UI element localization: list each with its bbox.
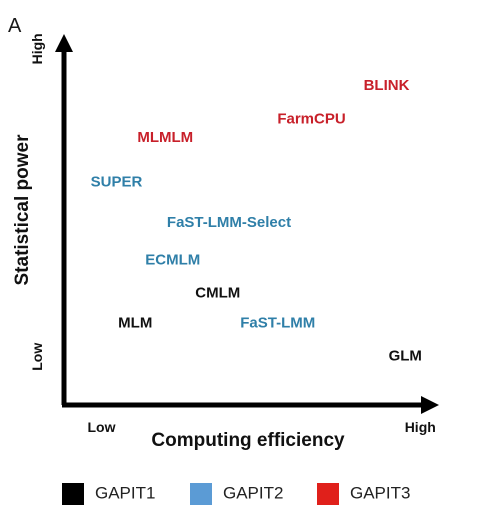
point-label-fast-lmm-select: FaST-LMM-Select	[167, 214, 291, 231]
legend: GAPIT1 GAPIT2 GAPIT3	[62, 483, 410, 505]
point-label-fast-lmm: FaST-LMM	[240, 314, 315, 331]
point-label-mlmlm: MLMLM	[137, 129, 193, 146]
point-label-blink: BLINK	[364, 77, 410, 94]
legend-label-gapit2: GAPIT2	[223, 483, 283, 502]
x-tick-label-low: Low	[88, 419, 116, 435]
legend-swatch-gapit3	[317, 483, 339, 505]
x-tick-label-high: High	[405, 419, 436, 435]
legend-swatch-gapit2	[190, 483, 212, 505]
y-tick-label-high: High	[29, 33, 45, 64]
legend-swatch-gapit1	[62, 483, 84, 505]
y-axis-title: Statistical power	[12, 134, 33, 286]
y-axis-arrowhead	[55, 34, 73, 52]
point-label-farmcpu: FarmCPU	[277, 110, 345, 127]
point-label-cmlm: CMLM	[195, 285, 240, 302]
legend-label-gapit1: GAPIT1	[95, 483, 155, 502]
point-label-super: SUPER	[91, 173, 143, 190]
tick-labels: Low High Low High	[29, 33, 436, 435]
panel-label: A	[8, 15, 22, 37]
point-label-mlm: MLM	[118, 314, 152, 331]
axes	[55, 34, 439, 414]
y-tick-label-low: Low	[29, 343, 45, 371]
x-axis-arrowhead	[421, 396, 439, 414]
point-label-ecmlm: ECMLM	[145, 251, 200, 268]
x-axis-title: Computing efficiency	[151, 430, 345, 451]
legend-label-gapit3: GAPIT3	[350, 483, 410, 502]
point-label-glm: GLM	[389, 348, 422, 365]
method-labels: MLM CMLM GLM SUPER FaST-LMM-Select ECMLM FaST-…	[91, 77, 422, 365]
